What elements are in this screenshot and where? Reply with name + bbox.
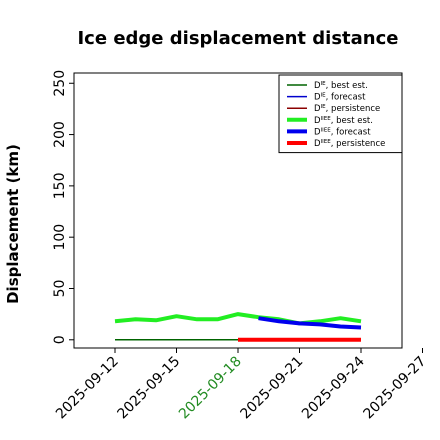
y-axis-label: Displacement (km) [4, 144, 22, 304]
legend-entry-0: DIE, best est. [314, 81, 368, 91]
series-line-3 [114, 312, 362, 326]
legend-entry-1: DIE, forecast [314, 93, 366, 103]
x-tick-label: 2025-09-24 [299, 353, 368, 422]
y-tick-label: 250 [52, 70, 68, 97]
legend-entry-5: DIIEE, persistence [314, 139, 385, 149]
y-axis-ticks: 0 50 100 150 200 250 [52, 70, 74, 344]
legend-box [278, 74, 403, 154]
series-line-4 [258, 316, 362, 330]
x-tick-label: 2025-09-15 [114, 354, 183, 423]
legend-entry-4: DIIEE, forecast [314, 127, 371, 137]
x-tick-label: 2025-09-18 [176, 354, 245, 423]
legend-entry-3: DIIEE, best est. [314, 116, 373, 126]
x-tick-label: 2025-09-12 [53, 354, 122, 423]
y-tick-label: 100 [52, 224, 68, 251]
x-tick-label: 2025-09-21 [237, 354, 306, 423]
y-tick-label: 0 [52, 335, 68, 344]
chart-title: Ice edge displacement distance [77, 28, 398, 49]
x-axis-ticks: 2025-09-122025-09-152025-09-182025-09-21… [53, 348, 429, 422]
y-tick-label: 200 [52, 121, 68, 148]
legend-entry-2: DIE, persistence [314, 104, 380, 114]
plot-series [114, 312, 362, 342]
y-tick-label: 50 [52, 280, 68, 298]
x-tick-label: 2025-09-27 [360, 354, 429, 423]
y-tick-label: 150 [52, 173, 68, 200]
